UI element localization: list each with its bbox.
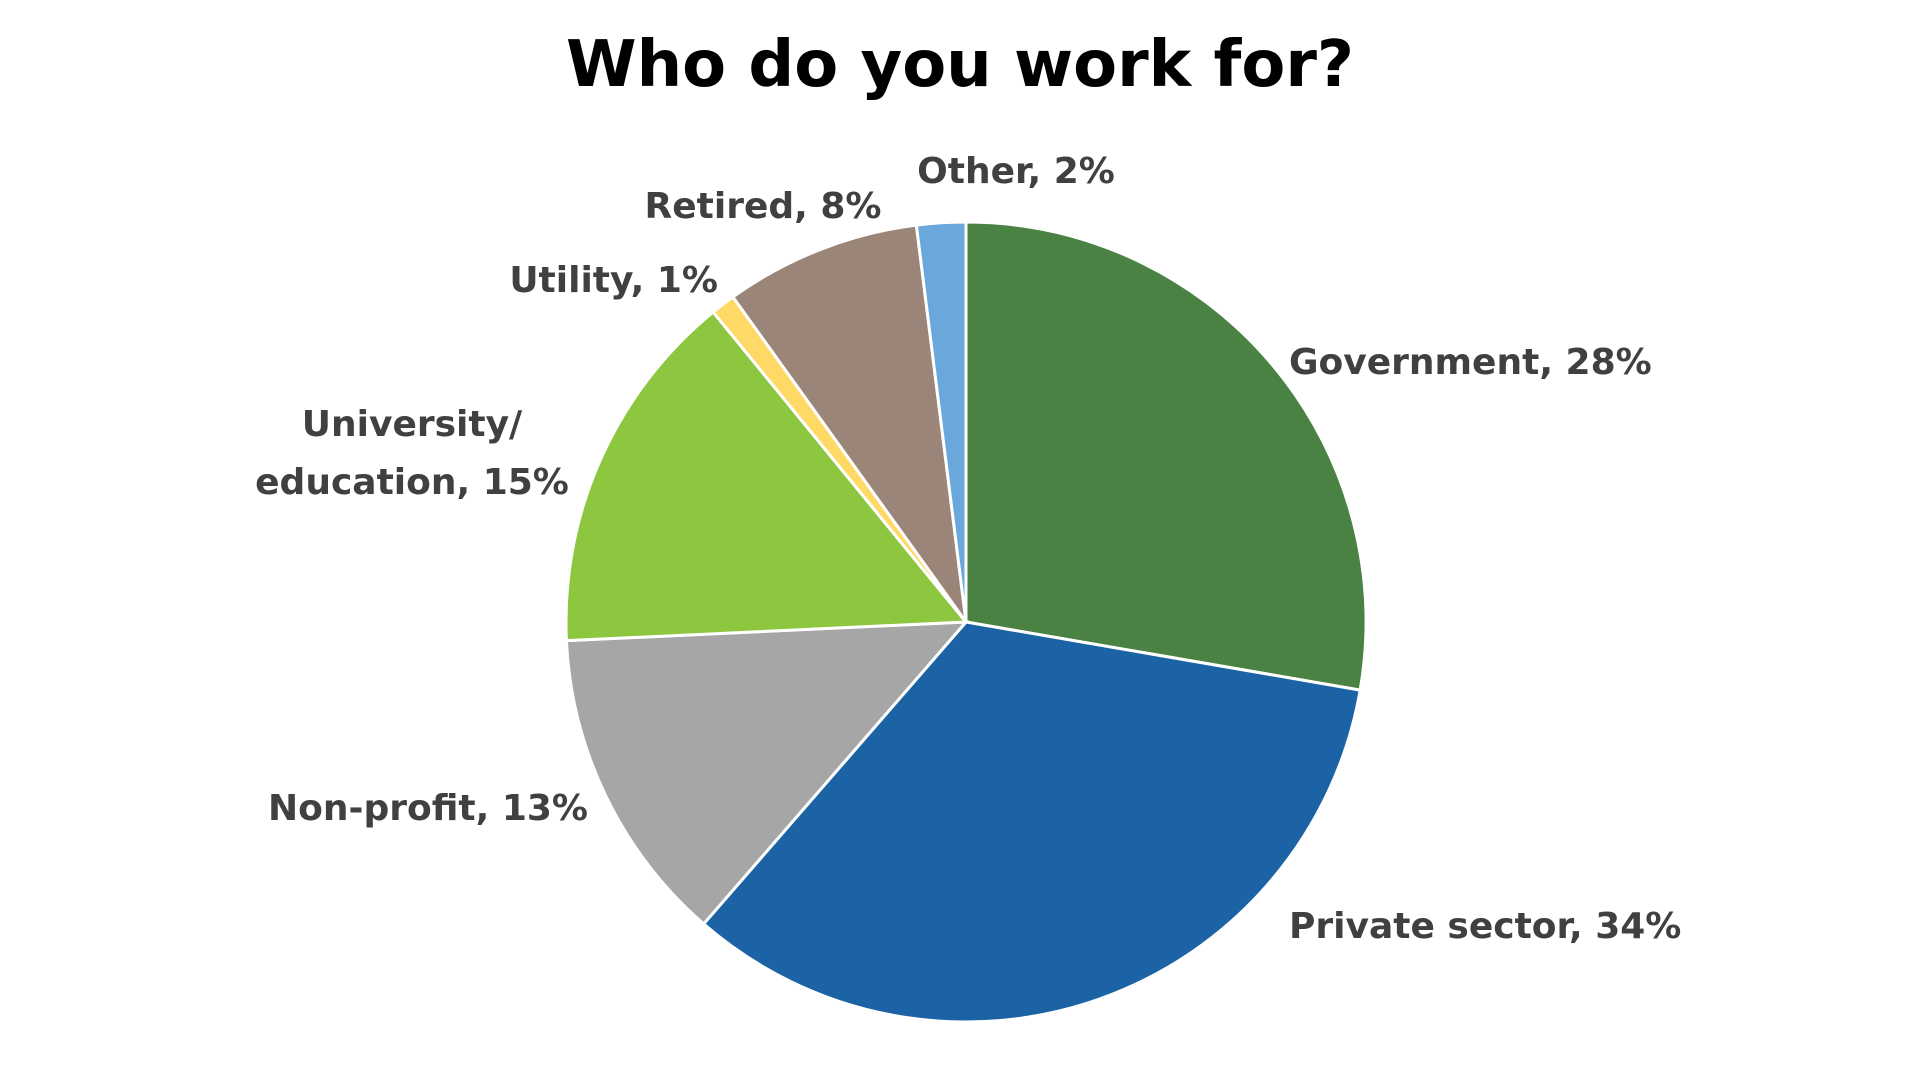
pie-slice xyxy=(564,309,970,643)
pie-slice xyxy=(964,220,1368,692)
pie-slice xyxy=(701,620,1362,1024)
pie-slice xyxy=(914,220,968,623)
pie-slice xyxy=(564,620,970,927)
slice-label: Private sector, 34% xyxy=(1289,906,1682,947)
chart-title: Who do you work for? xyxy=(566,28,1354,102)
slice-label: University/ education, 15% xyxy=(255,404,569,503)
slice-label: Retired, 8% xyxy=(644,186,882,227)
slice-label: Other, 2% xyxy=(917,151,1115,192)
slice-label: Non-profit, 13% xyxy=(268,788,588,829)
slice-label: Utility, 1% xyxy=(509,260,718,301)
pie-slice xyxy=(730,223,968,623)
slice-label: Government, 28% xyxy=(1289,342,1652,383)
